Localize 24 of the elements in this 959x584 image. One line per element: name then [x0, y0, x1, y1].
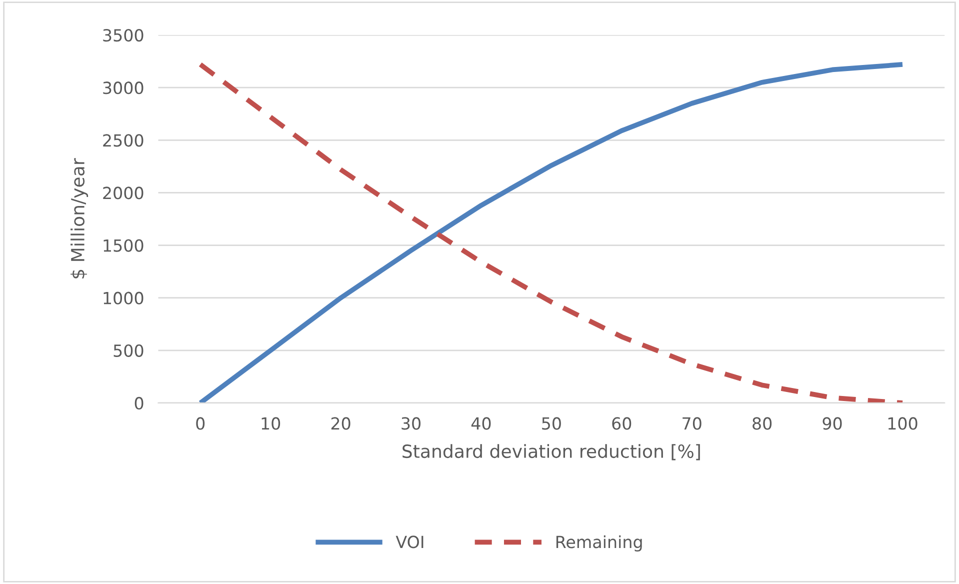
x-tick-label: 20: [331, 417, 350, 430]
legend-label: Remaining: [556, 535, 642, 552]
line-series: [198, 62, 905, 403]
y-tick-label: 0: [134, 396, 144, 410]
x-tick-label: 0: [196, 417, 205, 430]
y-tick-label: 1000: [104, 292, 144, 304]
y-tick-label: 2500: [103, 134, 144, 147]
legend-label: VOI: [396, 536, 424, 548]
y-tick-label: 500: [114, 344, 144, 357]
x-tick-label: 10: [262, 417, 280, 430]
x-tick-label: 60: [612, 417, 632, 430]
x-tick-label: 40: [471, 417, 491, 430]
x-tick-label: 70: [682, 417, 702, 430]
y-tick-label: 3500: [103, 29, 144, 42]
x-tick-label: 50: [542, 417, 561, 430]
x-axis-title: Standard deviation reduction [%]: [402, 444, 700, 460]
y-axis-title: $ Million/year: [70, 158, 88, 278]
y-tick-label: 3000: [103, 82, 144, 94]
y-tick-label: 2000: [103, 186, 144, 200]
x-tick-label: 90: [822, 417, 842, 430]
y-tick-label: 1500: [104, 239, 144, 252]
x-tick-label: 80: [752, 417, 772, 430]
x-tick-label: 30: [402, 417, 420, 430]
x-tick-label: 100: [888, 417, 918, 430]
